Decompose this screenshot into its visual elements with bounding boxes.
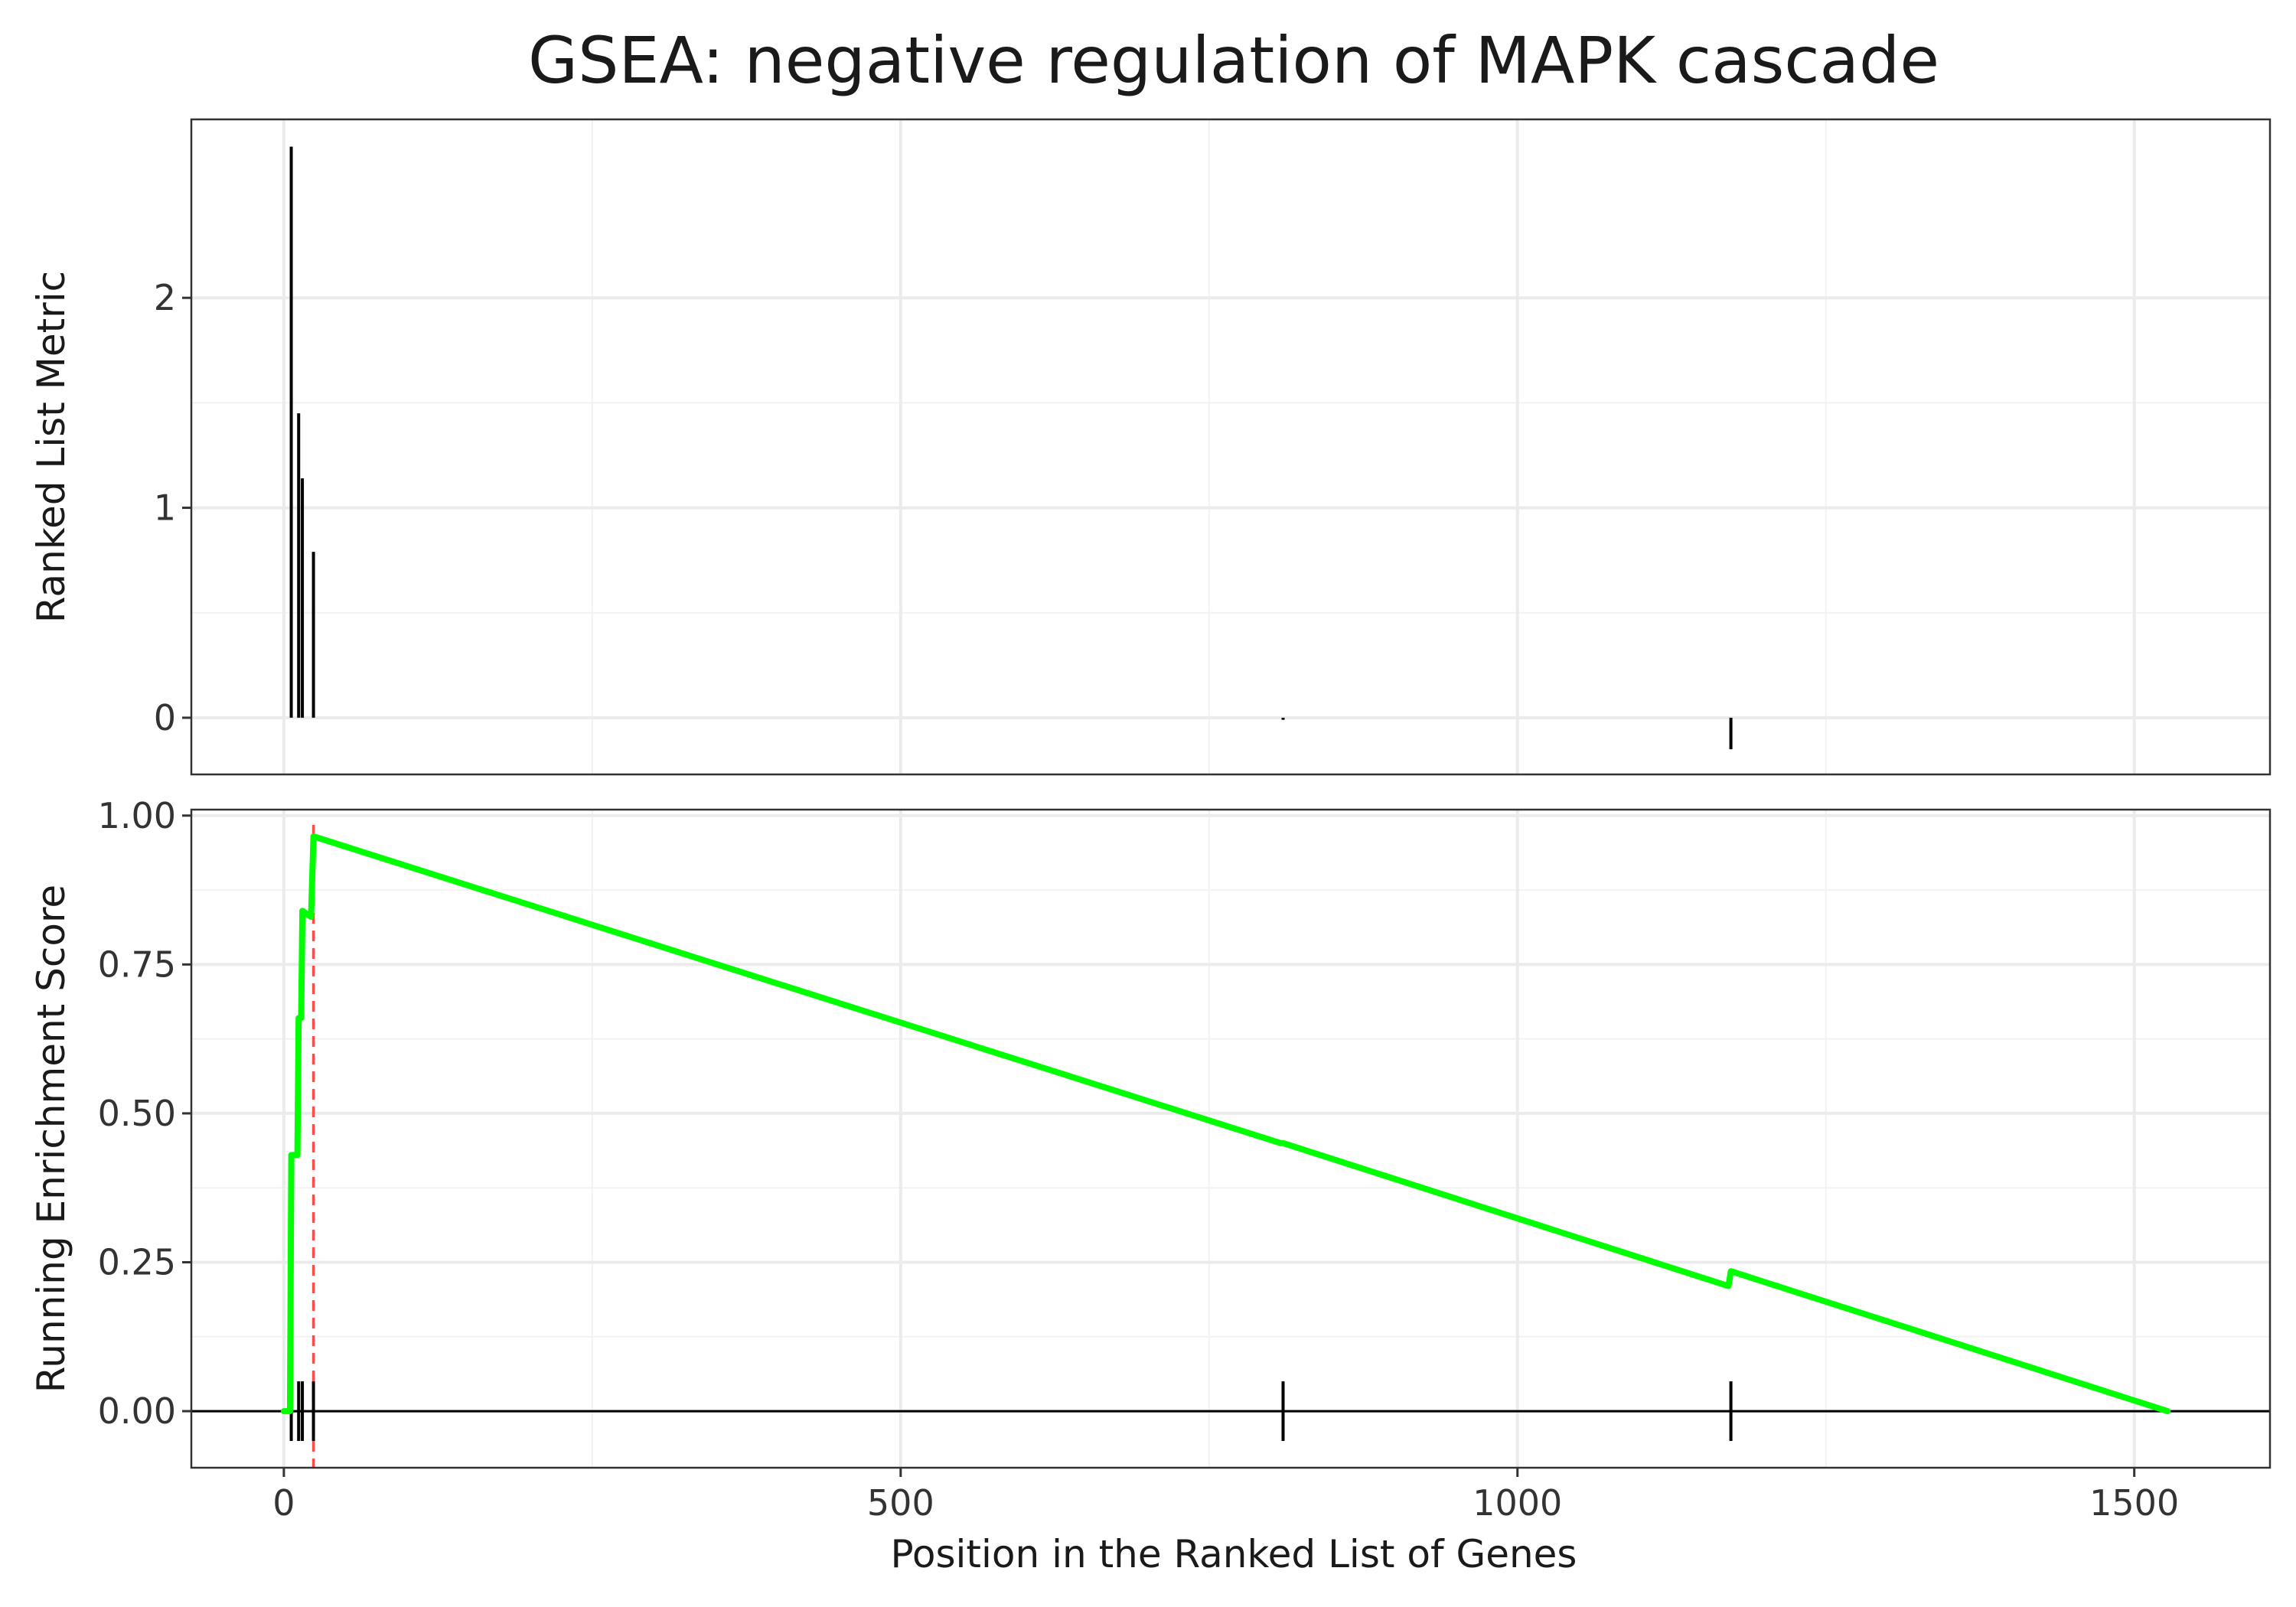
- x-tick-label: 500: [867, 1482, 934, 1524]
- y-tick-label: 2: [154, 277, 176, 318]
- running-enrichment-y-axis-title: Running Enrichment Score: [29, 885, 73, 1393]
- y-tick-label: 0.00: [98, 1390, 176, 1432]
- panel-border: [190, 118, 2272, 776]
- panel-border: [190, 808, 2272, 1469]
- ranked-list-panel: 0 1 2: [154, 118, 2272, 776]
- panel-background: [191, 119, 2270, 774]
- y-tick-label: 1: [154, 487, 176, 529]
- ranked-list-y-axis-title: Ranked List Metric: [29, 271, 73, 623]
- chart-title: GSEA: negative regulation of MAPK cascad…: [528, 23, 1939, 98]
- x-tick-label: 1500: [2089, 1482, 2179, 1524]
- y-tick-label: 0: [154, 697, 176, 738]
- y-tick-label: 1.00: [98, 795, 176, 836]
- x-axis-title: Position in the Ranked List of Genes: [891, 1532, 1577, 1576]
- x-tick-label: 1000: [1473, 1482, 1562, 1524]
- panel-background: [191, 810, 2270, 1468]
- y-tick-label: 0.25: [98, 1241, 176, 1283]
- running-enrichment-panel: 0.00 0.25 0.50 0.75 1.00 0 500 1000 1500: [98, 795, 2272, 1524]
- running-es-line: [280, 833, 2171, 1415]
- y-tick-label: 0.50: [98, 1093, 176, 1134]
- y-tick-label: 0.75: [98, 944, 176, 985]
- x-tick-label: 0: [272, 1482, 295, 1524]
